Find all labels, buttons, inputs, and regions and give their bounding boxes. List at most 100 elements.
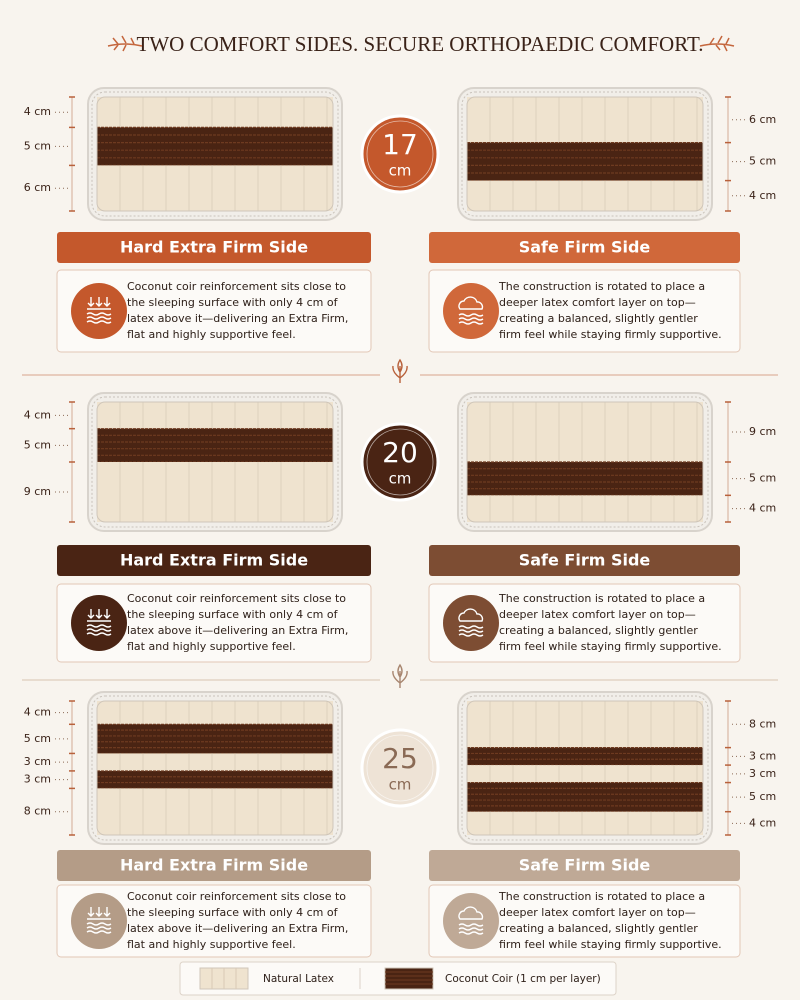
icon-circle bbox=[443, 893, 499, 949]
wave bbox=[86, 624, 112, 628]
description-line: the sleeping surface with only 4 cm of bbox=[127, 608, 339, 621]
description-line: The construction is rotated to place a bbox=[498, 592, 705, 605]
side-heading-bar bbox=[57, 232, 371, 263]
icon-glyph bbox=[458, 296, 484, 325]
dimension-label: 8 cm bbox=[749, 717, 776, 730]
layer bbox=[467, 180, 703, 211]
height-number: 17 bbox=[382, 128, 418, 161]
description-line: flat and highly supportive feel. bbox=[127, 328, 296, 341]
dimension-label: 4 cm bbox=[24, 105, 51, 118]
side-heading-bar bbox=[429, 545, 740, 576]
layer bbox=[97, 788, 333, 835]
legend-label: Coconut Coir (1 cm per layer) bbox=[445, 973, 601, 985]
mattress-inner-edge bbox=[466, 700, 704, 836]
side-heading: Hard Extra Firm Side bbox=[120, 551, 308, 570]
dimension-label: 8 cm bbox=[24, 805, 51, 818]
icon-glyph bbox=[86, 297, 112, 324]
mattress-stitch bbox=[91, 695, 339, 841]
description-line: latex above it—delivering an Extra Firm, bbox=[127, 922, 348, 935]
description-line: the sleeping surface with only 4 cm of bbox=[127, 296, 339, 309]
description-line: deeper latex comfort layer on top— bbox=[499, 906, 696, 919]
arrow bbox=[95, 907, 103, 917]
divider bbox=[22, 663, 778, 688]
page-title: TWO COMFORT SIDES. SECURE ORTHOPAEDIC CO… bbox=[137, 32, 704, 56]
height-number: 25 bbox=[382, 742, 418, 775]
description-line: The construction is rotated to place a bbox=[498, 890, 705, 903]
layer bbox=[467, 782, 703, 812]
dimension-label: 9 cm bbox=[24, 485, 51, 498]
arrow bbox=[103, 297, 111, 307]
arrow bbox=[87, 907, 95, 917]
mattress-inner-edge bbox=[96, 700, 334, 836]
height-badge bbox=[360, 728, 440, 808]
layer bbox=[97, 165, 333, 211]
wave bbox=[86, 320, 112, 324]
mattress-inner-edge bbox=[96, 401, 334, 523]
layer bbox=[467, 495, 703, 522]
layer bbox=[467, 765, 703, 783]
title-sprig-left bbox=[107, 35, 143, 52]
wave bbox=[458, 923, 484, 927]
mattress-inner-edge bbox=[96, 96, 334, 212]
layer bbox=[467, 747, 703, 766]
icon-glyph bbox=[458, 906, 484, 935]
height-number: 20 bbox=[382, 436, 418, 469]
arrow bbox=[87, 609, 95, 619]
layer bbox=[467, 402, 703, 462]
description-line: firm feel while staying firmly supportiv… bbox=[499, 640, 722, 653]
description-line: Coconut coir reinforcement sits close to bbox=[127, 280, 346, 293]
description-line: latex above it—delivering an Extra Firm, bbox=[127, 624, 348, 637]
icon-circle bbox=[71, 893, 127, 949]
wave bbox=[86, 628, 112, 632]
dimension-label: 4 cm bbox=[749, 189, 776, 202]
mattress-stitch bbox=[91, 396, 339, 528]
cloud bbox=[458, 906, 484, 920]
legend-swatch bbox=[384, 967, 434, 990]
layer bbox=[97, 462, 333, 522]
dimension-label: 4 cm bbox=[749, 502, 776, 515]
legend-label: Natural Latex bbox=[263, 973, 334, 985]
layer bbox=[97, 402, 333, 429]
layer bbox=[467, 97, 703, 143]
cloud bbox=[458, 296, 484, 310]
arrow bbox=[103, 907, 111, 917]
wave bbox=[458, 321, 484, 325]
dimension-label: 5 cm bbox=[749, 155, 776, 168]
description-box bbox=[428, 583, 741, 663]
height-unit: cm bbox=[389, 776, 412, 794]
wave bbox=[458, 927, 484, 931]
layer bbox=[97, 127, 333, 166]
description-box bbox=[56, 269, 372, 353]
wave bbox=[458, 625, 484, 629]
dimension-label: 3 cm bbox=[749, 767, 776, 780]
dimension-label: 3 cm bbox=[24, 773, 51, 786]
mattress-stitch bbox=[461, 695, 709, 841]
dimension-label: 6 cm bbox=[749, 113, 776, 126]
description-line: flat and highly supportive feel. bbox=[127, 640, 296, 653]
cloud bbox=[458, 608, 484, 622]
mattress-stitch bbox=[91, 91, 339, 217]
layer bbox=[97, 701, 333, 725]
side-heading: Hard Extra Firm Side bbox=[120, 856, 308, 875]
dimension-label: 4 cm bbox=[24, 706, 51, 719]
side-heading-bar bbox=[57, 850, 371, 881]
side-heading-bar bbox=[429, 850, 740, 881]
wave bbox=[86, 930, 112, 934]
arrow bbox=[95, 609, 103, 619]
icon-glyph bbox=[458, 608, 484, 637]
description-box bbox=[56, 583, 372, 663]
dimension-label: 5 cm bbox=[24, 732, 51, 745]
height-unit: cm bbox=[389, 470, 412, 488]
height-badge-ring bbox=[366, 120, 434, 188]
dimension-label: 5 cm bbox=[24, 139, 51, 152]
dimension-label: 4 cm bbox=[749, 816, 776, 829]
description-line: flat and highly supportive feel. bbox=[127, 938, 296, 951]
side-heading: Safe Firm Side bbox=[519, 551, 651, 570]
icon-circle bbox=[71, 283, 127, 339]
divider bbox=[22, 358, 778, 383]
description-line: the sleeping surface with only 4 cm of bbox=[127, 906, 339, 919]
wave bbox=[86, 632, 112, 636]
description-line: Coconut coir reinforcement sits close to bbox=[127, 890, 346, 903]
dimension-label: 3 cm bbox=[24, 755, 51, 768]
